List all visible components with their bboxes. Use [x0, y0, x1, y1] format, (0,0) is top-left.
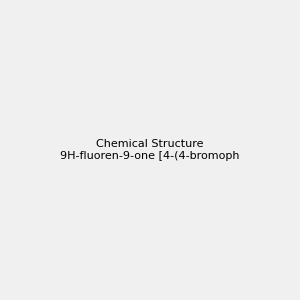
Text: Chemical Structure
9H-fluoren-9-one [4-(4-bromoph: Chemical Structure 9H-fluoren-9-one [4-(…	[60, 139, 240, 161]
